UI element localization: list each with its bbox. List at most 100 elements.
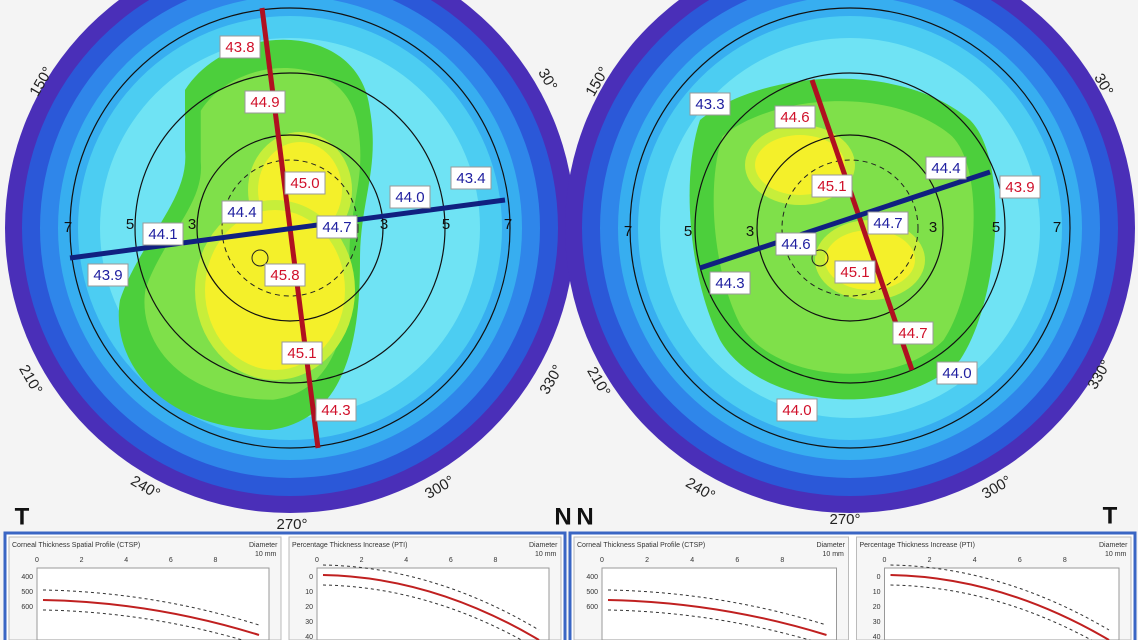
y-tick: 0	[877, 574, 881, 581]
angle-label: 270°	[276, 516, 307, 533]
profile-curve	[607, 609, 812, 640]
side-label: N	[554, 503, 571, 530]
pupil-center	[251, 249, 269, 267]
power-value: 44.4	[227, 204, 256, 221]
side-label: T	[1103, 502, 1118, 529]
mm-ring	[694, 72, 1006, 384]
flat-meridian	[699, 169, 991, 271]
value-box	[776, 398, 818, 422]
panels: Corneal Thickness Spatial Profile (CTSP)…	[3, 531, 1137, 640]
power-value: 45.1	[840, 264, 869, 281]
ring-label: 3	[380, 216, 388, 233]
x-tick: 2	[80, 557, 84, 564]
value-box	[281, 341, 323, 365]
ring-label: 3	[188, 216, 196, 233]
value-box	[811, 174, 853, 198]
mm-ring	[756, 134, 944, 322]
power-value: 44.3	[321, 402, 350, 419]
axis-label: Diameter	[817, 542, 846, 549]
plot-area	[316, 567, 550, 640]
value-box	[264, 263, 306, 287]
profile-panel: Corneal Thickness Spatial Profile (CTSP)…	[568, 531, 1137, 640]
yellow-zone	[205, 210, 345, 370]
maps: 43.8 44.9 45.0 44.4 44.7 44.0 43.4 44.1 43.9 45.8…	[5, 0, 1135, 533]
power-value: 43.9	[93, 267, 122, 284]
power-value: 44.6	[781, 236, 810, 253]
y-tick: 600	[21, 604, 33, 611]
value-box	[315, 398, 357, 422]
power-value: 45.1	[817, 178, 846, 195]
x-tick: 4	[124, 557, 128, 564]
ring-label: 7	[504, 216, 512, 233]
profile-curve	[890, 564, 1110, 631]
y-tick: 30	[305, 619, 313, 626]
ring-label: 7	[624, 223, 632, 240]
power-value: 45.1	[287, 345, 316, 362]
corneal-map: 43.3 44.6 44.4 45.1 43.9 44.7 44.6 44.3 45.1 44.7…	[565, 0, 1135, 530]
y-tick: 10	[305, 589, 313, 596]
y-tick: 500	[21, 589, 33, 596]
profile-curve	[42, 599, 260, 636]
profile-curve	[42, 609, 245, 640]
power-value: 43.4	[456, 170, 485, 187]
axis-unit: 10 mm	[1105, 551, 1127, 558]
x-tick: 6	[735, 557, 739, 564]
side-label: N	[576, 503, 593, 530]
y-tick: 40	[873, 634, 881, 640]
x-tick: 6	[1018, 557, 1022, 564]
ring-label: 3	[929, 219, 937, 236]
plot-area	[36, 567, 270, 640]
y-tick: 10	[873, 589, 881, 596]
power-value: 44.7	[898, 325, 927, 342]
plot-area	[601, 567, 837, 640]
x-tick: 4	[973, 557, 977, 564]
profile-curve	[322, 564, 540, 631]
side-label: T	[15, 503, 30, 530]
ring-label: 5	[126, 216, 134, 233]
profile-curve	[607, 599, 827, 636]
y-tick: 600	[586, 604, 598, 611]
power-value: 44.3	[715, 275, 744, 292]
ring-label: 5	[442, 216, 450, 233]
subpanel-title: Corneal Thickness Spatial Profile (CTSP)	[577, 542, 705, 549]
x-tick: 0	[883, 557, 887, 564]
power-value: 45.8	[270, 267, 299, 284]
y-tick: 500	[586, 589, 598, 596]
value-box	[709, 271, 751, 295]
ring-label: 7	[64, 219, 72, 236]
power-value: 43.3	[695, 96, 724, 113]
x-tick: 8	[494, 557, 498, 564]
power-value: 43.8	[225, 39, 254, 56]
axis-label: Diameter	[529, 542, 558, 549]
value-box	[775, 232, 817, 256]
power-value: 43.9	[1005, 179, 1034, 196]
pupil-center	[811, 249, 829, 267]
axis-label: Diameter	[249, 542, 278, 549]
value-box	[689, 92, 731, 116]
ring-label: 5	[684, 223, 692, 240]
x-tick: 8	[780, 557, 784, 564]
x-tick: 4	[690, 557, 694, 564]
power-value: 44.0	[395, 189, 424, 206]
x-tick: 2	[645, 557, 649, 564]
ring-label: 7	[1053, 219, 1061, 236]
ring-label: 5	[992, 219, 1000, 236]
mm-ring	[69, 7, 511, 449]
value-box	[221, 200, 263, 224]
x-tick: 8	[1063, 557, 1067, 564]
power-value: 45.0	[290, 175, 319, 192]
value-box	[936, 361, 978, 385]
x-tick: 4	[404, 557, 408, 564]
power-value: 44.6	[780, 109, 809, 126]
corneal-map: 43.8 44.9 45.0 44.4 44.7 44.0 43.4 44.1 43.9 45.8…	[5, 0, 575, 533]
value-box	[867, 211, 909, 235]
y-tick: 20	[305, 604, 313, 611]
y-tick: 0	[309, 574, 313, 581]
power-value: 44.1	[148, 226, 177, 243]
y-tick: 400	[21, 574, 33, 581]
value-box	[87, 263, 129, 287]
profile-curve	[890, 574, 1110, 640]
subpanel-title: Percentage Thickness Increase (PTI)	[292, 542, 407, 549]
subpanel-title: Percentage Thickness Increase (PTI)	[860, 542, 975, 549]
value-box	[925, 156, 967, 180]
